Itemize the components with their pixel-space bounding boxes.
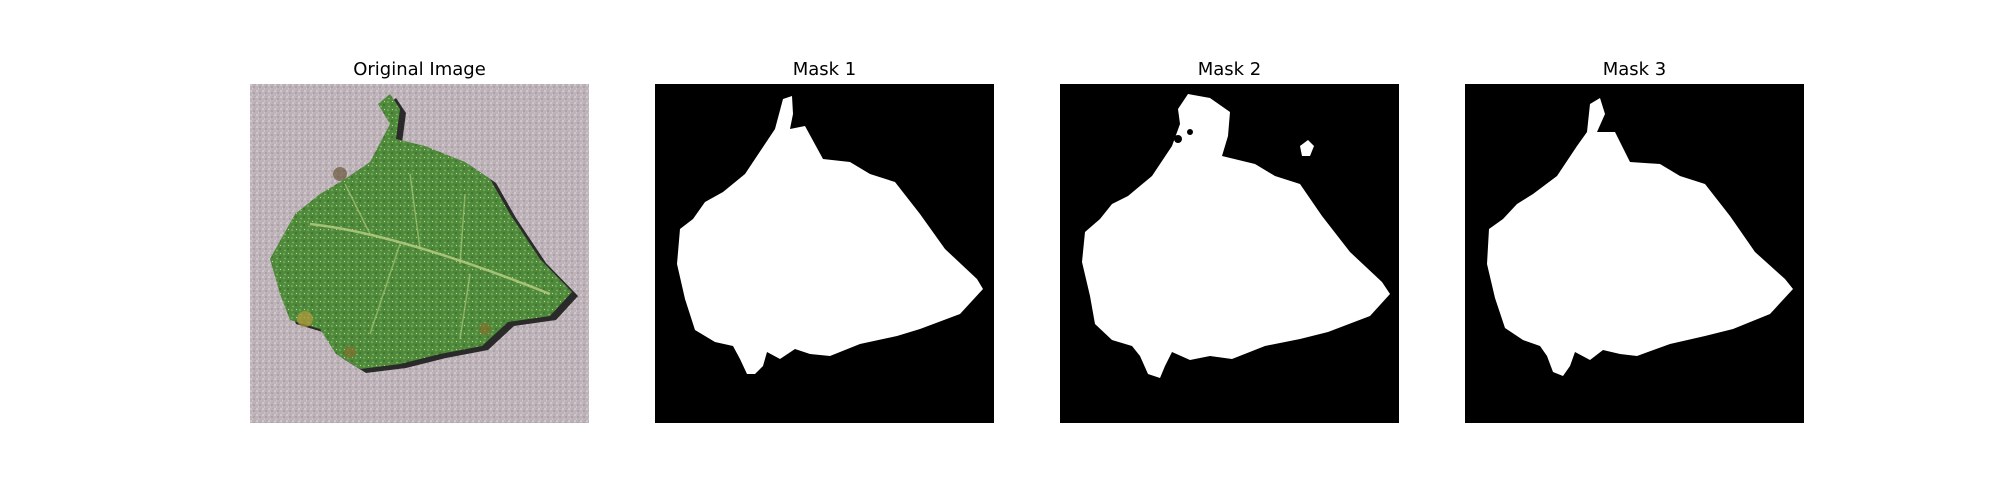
mask-3-title: Mask 3 [1602,59,1667,80]
mask-3-panel [1465,84,1804,423]
mask-3-image [1465,84,1804,423]
original-image-panel [250,84,589,423]
mask-1-panel [655,84,994,423]
mask-2-title: Mask 2 [1197,59,1262,80]
original-image-title: Original Image [353,59,486,80]
leaf-photo [250,84,589,423]
mask-1-title: Mask 1 [792,59,857,80]
mask-2-image [1060,84,1399,423]
mask-2-panel [1060,84,1399,423]
mask-1-image [655,84,994,423]
